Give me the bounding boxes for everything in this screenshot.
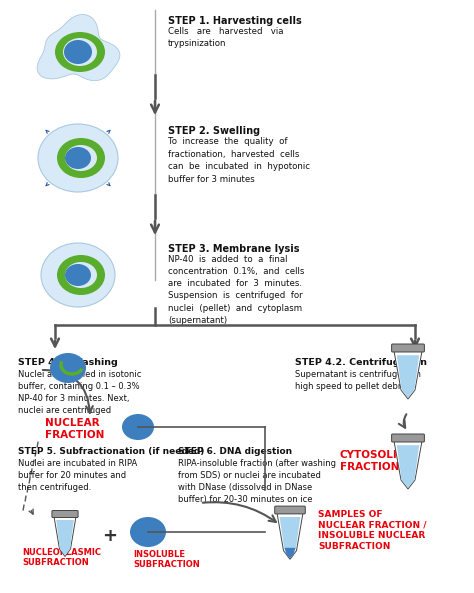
Ellipse shape (63, 38, 97, 66)
Ellipse shape (57, 255, 105, 295)
Polygon shape (280, 517, 301, 548)
Ellipse shape (55, 32, 105, 72)
Polygon shape (397, 355, 419, 398)
FancyBboxPatch shape (392, 344, 424, 352)
Polygon shape (54, 517, 76, 556)
Text: RIPA-insoluble fraction (after washing
from SDS) or nuclei are incubated
with DN: RIPA-insoluble fraction (after washing f… (178, 459, 336, 505)
Ellipse shape (57, 138, 105, 178)
Text: NUCLEOPLASMIC
SUBFRACTION: NUCLEOPLASMIC SUBFRACTION (22, 548, 101, 568)
FancyBboxPatch shape (275, 506, 305, 514)
Ellipse shape (122, 414, 154, 440)
Text: NUCLEAR
FRACTION: NUCLEAR FRACTION (45, 418, 104, 439)
Text: To  increase  the  quality  of
fractionation,  harvested  cells
can  be  incubat: To increase the quality of fractionation… (168, 137, 310, 183)
Ellipse shape (50, 353, 86, 383)
Text: Nuclei are washed in isotonic
buffer, containing 0.1 – 0.3%
NP-40 for 3 minutes.: Nuclei are washed in isotonic buffer, co… (18, 370, 141, 416)
Text: STEP 6. DNA digestion: STEP 6. DNA digestion (178, 447, 292, 456)
Ellipse shape (130, 517, 166, 547)
Polygon shape (284, 548, 296, 558)
Ellipse shape (65, 264, 91, 286)
Text: Supernatant is centrifuged on
high speed to pellet debris: Supernatant is centrifuged on high speed… (295, 370, 421, 391)
Ellipse shape (41, 243, 115, 307)
Text: STEP 5. Subfractionation (if needed): STEP 5. Subfractionation (if needed) (18, 447, 204, 456)
Polygon shape (394, 351, 422, 399)
Ellipse shape (65, 147, 91, 169)
Polygon shape (56, 520, 74, 556)
Text: +: + (102, 527, 118, 545)
Text: Nuclei are incubated in RIPA
buffer for 20 minutes and
then centrifuged.: Nuclei are incubated in RIPA buffer for … (18, 459, 137, 492)
FancyBboxPatch shape (52, 511, 78, 518)
Text: STEP 2. Swelling: STEP 2. Swelling (168, 126, 260, 136)
Ellipse shape (65, 145, 97, 171)
Text: STEP 4.1. Washing: STEP 4.1. Washing (18, 358, 118, 367)
Text: SAMPLES OF
NUCLEAR FRACTION /
INSOLUBLE NUCLEAR
SUBFRACTION: SAMPLES OF NUCLEAR FRACTION / INSOLUBLE … (318, 510, 427, 551)
Text: INSOLUBLE
SUBFRACTION: INSOLUBLE SUBFRACTION (133, 550, 200, 569)
Ellipse shape (38, 124, 118, 192)
Text: Cells   are   harvested   via
trypsinization: Cells are harvested via trypsinization (168, 27, 283, 49)
Text: STEP 3. Membrane lysis: STEP 3. Membrane lysis (168, 244, 300, 254)
Text: CYTOSOLIC
FRACTION: CYTOSOLIC FRACTION (340, 450, 405, 471)
Text: STEP 1. Harvesting cells: STEP 1. Harvesting cells (168, 16, 302, 26)
Text: STEP 4.2. Centrifugation: STEP 4.2. Centrifugation (295, 358, 427, 367)
Polygon shape (277, 513, 303, 559)
Text: NP-40  is  added  to  a  final
concentration  0.1%,  and  cells
are  incubated  : NP-40 is added to a final concentration … (168, 255, 304, 325)
Ellipse shape (64, 40, 92, 64)
Ellipse shape (65, 262, 97, 288)
Polygon shape (37, 14, 120, 81)
Polygon shape (394, 441, 422, 489)
FancyBboxPatch shape (392, 434, 424, 442)
Polygon shape (397, 445, 419, 488)
